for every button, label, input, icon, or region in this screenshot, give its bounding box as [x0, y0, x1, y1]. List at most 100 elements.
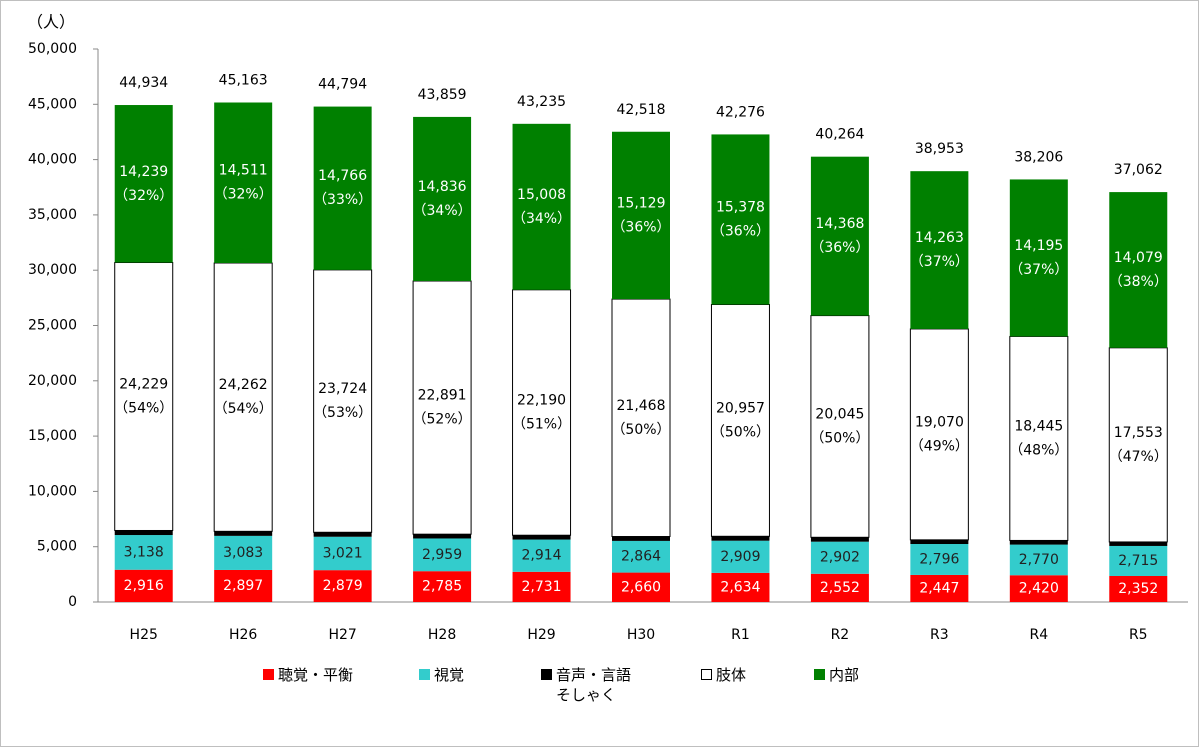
data-label: 14,766 — [318, 168, 367, 184]
share-label: （37%） — [910, 254, 969, 270]
total-label: 40,264 — [815, 127, 864, 143]
bar-segment — [313, 570, 372, 602]
data-label: 2,352 — [1118, 581, 1158, 597]
bar-segment — [612, 131, 670, 300]
data-label: 2,909 — [720, 549, 760, 565]
bar-segment — [611, 298, 671, 538]
bar-segment — [114, 105, 173, 263]
data-label: 2,864 — [621, 549, 661, 565]
bar-segment — [214, 102, 273, 263]
share-label: （47%） — [1109, 449, 1168, 465]
data-label: 2,897 — [223, 578, 263, 594]
bar-segment — [711, 540, 770, 573]
bar-segment — [1009, 575, 1068, 602]
legend-item: 聴覚・平衡 — [263, 665, 353, 685]
x-tick-label: H28 — [428, 627, 456, 643]
share-label: （36%） — [810, 240, 869, 256]
share-label: （53%） — [313, 405, 372, 421]
bar-segment — [612, 540, 670, 573]
bar-segment — [512, 123, 571, 290]
bar-segment — [214, 535, 273, 570]
y-tick-label: 40,000 — [28, 152, 77, 168]
share-label: （36%） — [711, 223, 770, 239]
y-tick-label: 0 — [68, 594, 77, 610]
bar-segment — [114, 262, 174, 531]
x-tick-label: R2 — [831, 627, 850, 643]
data-label: 17,553 — [1114, 425, 1163, 441]
bar-segment — [114, 569, 173, 602]
data-label: 3,138 — [124, 544, 164, 560]
data-label: 19,070 — [915, 414, 964, 430]
data-label: 14,079 — [1114, 250, 1163, 266]
x-tick-label: H29 — [527, 627, 555, 643]
share-label: （36%） — [611, 219, 670, 235]
y-tick-label: 15,000 — [28, 428, 77, 444]
data-label: 15,378 — [716, 199, 765, 215]
bar-segment — [512, 289, 572, 536]
share-label: （32%） — [214, 187, 273, 203]
data-label: 2,731 — [521, 579, 561, 595]
data-label: 23,724 — [318, 381, 367, 397]
bar-segment — [1009, 544, 1068, 576]
share-label: （50%） — [810, 430, 869, 446]
x-tick-label: H27 — [328, 627, 356, 643]
x-tick-label: R3 — [930, 627, 949, 643]
data-label: 2,420 — [1019, 581, 1059, 597]
data-label: 2,879 — [323, 578, 363, 594]
total-label: 38,953 — [915, 141, 964, 157]
bar-segment — [214, 531, 273, 536]
share-label: （52%） — [413, 412, 472, 428]
total-label: 44,794 — [318, 77, 367, 93]
data-label: 20,957 — [716, 400, 765, 416]
data-label: 2,770 — [1019, 552, 1059, 568]
share-label: （51%） — [512, 417, 571, 433]
data-label: 2,914 — [521, 548, 561, 564]
bar-segment — [512, 535, 571, 540]
bar-segment — [910, 539, 969, 545]
x-tick-label: R1 — [731, 627, 750, 643]
data-label: 2,715 — [1118, 553, 1158, 569]
share-label: （49%） — [910, 438, 969, 454]
bar-segment — [1109, 545, 1168, 576]
data-label: 2,552 — [820, 580, 860, 596]
y-tick-label: 50,000 — [28, 41, 77, 57]
bar-segment — [1108, 347, 1168, 543]
bar-segment — [711, 134, 770, 305]
bar-segment — [810, 537, 869, 542]
data-label: 14,836 — [418, 179, 467, 195]
legend-label: 肢体 — [716, 666, 747, 684]
bar-segment — [810, 315, 870, 538]
legend-label: 内部 — [829, 666, 860, 684]
y-axis-label: （人） — [27, 13, 75, 32]
data-label: 2,902 — [820, 550, 860, 566]
total-label: 43,859 — [418, 87, 467, 103]
data-label: 14,511 — [219, 163, 268, 179]
data-label: 2,959 — [422, 547, 462, 563]
y-tick-label: 5,000 — [37, 539, 77, 555]
data-label: 14,263 — [915, 230, 964, 246]
x-tick-label: R5 — [1129, 627, 1148, 643]
bar-segment — [810, 541, 869, 574]
x-tick-label: H30 — [627, 627, 655, 643]
bar-segment — [114, 535, 173, 570]
bar-segment — [313, 532, 372, 537]
legend-swatch — [701, 669, 712, 680]
data-label: 22,891 — [418, 388, 467, 404]
legend-swatch — [263, 669, 274, 680]
share-label: （50%） — [711, 424, 770, 440]
data-label: 2,916 — [124, 578, 164, 594]
data-label: 15,129 — [617, 195, 666, 211]
bar-segment — [413, 534, 472, 539]
bar-segment — [810, 156, 869, 316]
legend-item: 内部 — [814, 665, 859, 685]
bar-segment — [313, 106, 372, 270]
share-label: （54%） — [214, 401, 273, 417]
bar-segment — [1009, 179, 1068, 337]
total-label: 42,276 — [716, 104, 765, 120]
total-label: 42,518 — [617, 102, 666, 118]
data-label: 2,785 — [422, 579, 462, 595]
legend-item: 視覚 — [419, 665, 464, 685]
share-label: （38%） — [1109, 274, 1168, 290]
legend-label: 聴覚・平衡 — [278, 666, 354, 684]
